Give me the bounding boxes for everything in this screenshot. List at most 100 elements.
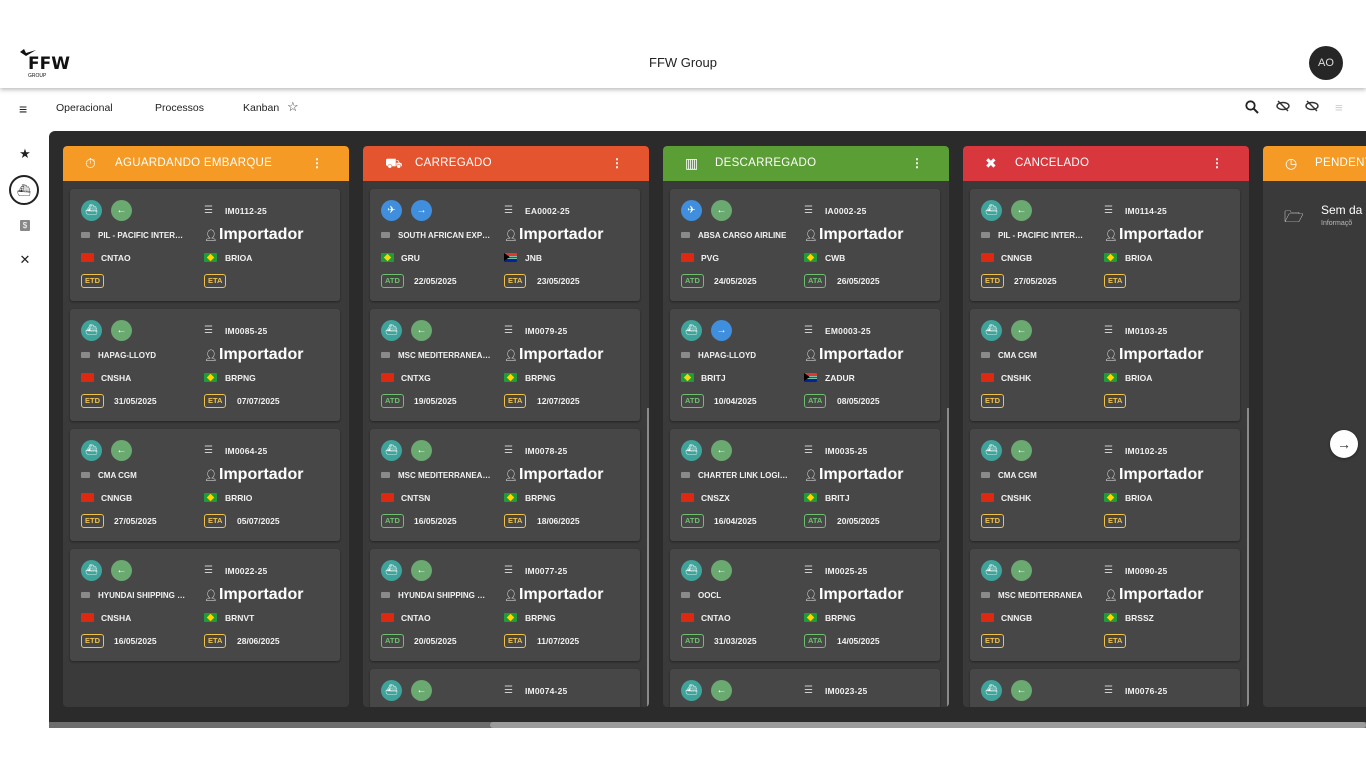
origin-flag-icon [681,613,694,622]
ship-icon[interactable]: ⛴ [9,175,39,205]
arrival-badge: ETA [1104,394,1127,408]
transport-mode-icon[interactable]: ⛴ [381,680,402,701]
column-scrollbar[interactable] [647,408,649,707]
favorite-star-icon[interactable]: ☆ [287,99,299,114]
process-reference: IA0002-25 [825,206,867,216]
eye-off-icon[interactable] [1305,100,1319,115]
transport-mode-icon[interactable]: ⛴ [681,320,702,341]
import-arrow-icon[interactable]: ← [711,200,732,221]
column-scrollbar[interactable] [1247,408,1249,707]
process-card[interactable]: ✈ → ☰ EA0002-25 SOUTH AFRICAN EXP… 👤︎ Importad… [370,189,640,301]
origin-port: CNSZX [701,493,730,503]
dollar-icon[interactable]: $ [20,220,30,231]
origin-port: CNNGB [1001,253,1033,263]
import-arrow-icon[interactable]: ← [411,320,432,341]
star-icon[interactable]: ★ [19,146,31,161]
avatar[interactable]: AO [1309,46,1343,80]
import-arrow-icon[interactable]: ← [1011,200,1032,221]
nav-link-operacional[interactable]: Operacional [56,102,113,114]
timer-icon: ⏱ [85,155,96,171]
nav-link-kanban[interactable]: Kanban [243,102,280,114]
nav-link-processos[interactable]: Processos [155,102,205,114]
list-icon: ☰ [504,685,513,696]
process-card[interactable]: ⛴ ← ☰ IM0064-25 CMA CGM 👤︎ Importador CNNGB BRRI… [70,429,340,541]
transport-mode-icon[interactable]: ⛴ [981,440,1002,461]
process-card[interactable]: ⛴ → ☰ EM0003-25 HAPAG-LLOYD 👤︎ Importador BRITJ… [670,309,940,421]
process-card[interactable]: ⛴ ← ☰ IM0102-25 CMA CGM 👤︎ Importador CNSHK BRIO… [970,429,1240,541]
origin-flag-icon [981,253,994,262]
client-role: Importador [1119,466,1204,483]
destination-port: BRPNG [525,613,556,623]
transport-mode-icon[interactable]: ⛴ [81,320,102,341]
export-arrow-icon[interactable]: → [411,200,432,221]
process-card[interactable]: ⛴ ← ☰ IM0076-25 [970,669,1240,707]
process-card[interactable]: ⛴ ← ☰ IM0025-25 OOCL 👤︎ Importador CNTAO BRPNG AT… [670,549,940,661]
transport-mode-icon[interactable]: ✈ [681,200,702,221]
process-card[interactable]: ⛴ ← ☰ IM0077-25 HYUNDAI SHIPPING … 👤︎ Importad… [370,549,640,661]
ffw-logo[interactable]: FFW GROUP [14,46,74,80]
process-card[interactable]: ⛴ ← ☰ IM0074-25 [370,669,640,707]
list-icon: ☰ [1104,205,1113,216]
process-card[interactable]: ⛴ ← ☰ IM0023-25 [670,669,940,707]
process-card[interactable]: ⛴ ← ☰ IM0112-25 PIL - PACIFIC INTER… 👤︎ Import… [70,189,340,301]
transport-mode-icon[interactable]: ⛴ [81,560,102,581]
import-arrow-icon[interactable]: ← [111,320,132,341]
horizontal-scrollbar-thumb[interactable] [490,722,1366,728]
import-arrow-icon[interactable]: ← [1011,440,1032,461]
transport-mode-icon[interactable]: ⛴ [381,320,402,341]
column-menu-icon[interactable]: ⋮ [911,156,923,170]
arrival-badge: ETA [204,274,227,288]
import-arrow-icon[interactable]: ← [711,560,732,581]
export-arrow-icon[interactable]: → [711,320,732,341]
search-icon[interactable] [1245,100,1259,117]
transport-mode-icon[interactable]: ⛴ [681,560,702,581]
list-icon[interactable]: ≡ [1335,100,1343,115]
import-arrow-icon[interactable]: ← [411,440,432,461]
process-card[interactable]: ⛴ ← ☰ IM0022-25 HYUNDAI SHIPPING … 👤︎ Importad… [70,549,340,661]
transport-mode-icon[interactable]: ⛴ [81,440,102,461]
import-arrow-icon[interactable]: ← [411,560,432,581]
import-arrow-icon[interactable]: ← [1011,560,1032,581]
process-card[interactable]: ⛴ ← ☰ IM0103-25 CMA CGM 👤︎ Importador CNSHK BRIO… [970,309,1240,421]
import-arrow-icon[interactable]: ← [1011,320,1032,341]
logo-subtext: GROUP [28,73,47,79]
process-card[interactable]: ⛴ ← ☰ IM0079-25 MSC MEDITERRANEA… 👤︎ Importado… [370,309,640,421]
destination-port: BRPNG [825,613,856,623]
import-arrow-icon[interactable]: ← [1011,680,1032,701]
import-arrow-icon[interactable]: ← [411,680,432,701]
eye-off-icon[interactable] [1276,100,1290,115]
process-card[interactable]: ⛴ ← ☰ IM0114-25 PIL - PACIFIC INTER… 👤︎ Import… [970,189,1240,301]
departure-badge: ETD [81,274,104,288]
column-menu-icon[interactable]: ⋮ [311,156,323,170]
transport-mode-icon[interactable]: ⛴ [981,320,1002,341]
process-card[interactable]: ⛴ ← ☰ IM0035-25 CHARTER LINK LOGI… 👤︎ Importad… [670,429,940,541]
transport-mode-icon[interactable]: ⛴ [81,200,102,221]
transport-mode-icon[interactable]: ⛴ [381,440,402,461]
tools-icon[interactable]: ✕ [19,252,31,267]
transport-mode-icon[interactable]: ✈ [381,200,402,221]
transport-mode-icon[interactable]: ⛴ [981,680,1002,701]
process-reference: IM0079-25 [525,326,568,336]
import-arrow-icon[interactable]: ← [711,680,732,701]
transport-mode-icon[interactable]: ⛴ [681,440,702,461]
arrival-date: 26/05/2025 [837,276,880,286]
import-arrow-icon[interactable]: ← [111,440,132,461]
menu-icon[interactable]: ≡ [19,101,28,117]
transport-mode-icon[interactable]: ⛴ [381,560,402,581]
column-scrollbar[interactable] [947,408,949,707]
scroll-right-button[interactable]: → [1330,430,1358,458]
process-card[interactable]: ⛴ ← ☰ IM0085-25 HAPAG-LLOYD 👤︎ Importador CNSHA… [70,309,340,421]
column-menu-icon[interactable]: ⋮ [611,156,623,170]
process-card[interactable]: ✈ ← ☰ IA0002-25 ABSA CARGO AIRLINE 👤︎ Importad… [670,189,940,301]
transport-mode-icon[interactable]: ⛴ [981,200,1002,221]
column-menu-icon[interactable]: ⋮ [1211,156,1223,170]
transport-mode-icon[interactable]: ⛴ [681,680,702,701]
import-arrow-icon[interactable]: ← [711,440,732,461]
transport-mode-icon[interactable]: ⛴ [981,560,1002,581]
process-reference: IM0077-25 [525,566,568,576]
import-arrow-icon[interactable]: ← [111,560,132,581]
arrival-date: 05/07/2025 [237,516,280,526]
process-card[interactable]: ⛴ ← ☰ IM0090-25 MSC MEDITERRANEA 👤︎ Importador… [970,549,1240,661]
import-arrow-icon[interactable]: ← [111,200,132,221]
process-card[interactable]: ⛴ ← ☰ IM0078-25 MSC MEDITERRANEA… 👤︎ Importado… [370,429,640,541]
